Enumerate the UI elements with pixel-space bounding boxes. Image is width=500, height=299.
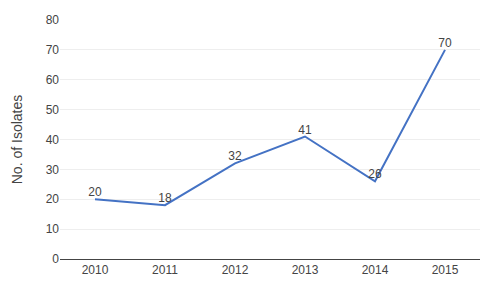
svg-text:30: 30 [46,163,60,177]
svg-text:70: 70 [438,36,452,50]
svg-text:2011: 2011 [152,263,178,277]
svg-text:10: 10 [46,222,60,236]
svg-text:2012: 2012 [222,263,249,277]
svg-text:50: 50 [46,103,60,117]
svg-text:18: 18 [158,191,172,205]
svg-text:60: 60 [46,73,60,87]
svg-text:2013: 2013 [292,263,319,277]
svg-text:40: 40 [46,133,60,147]
svg-text:0: 0 [52,252,59,266]
svg-text:20: 20 [88,185,102,199]
svg-text:80: 80 [46,13,60,27]
svg-text:32: 32 [228,149,242,163]
svg-text:41: 41 [298,123,312,137]
svg-text:2015: 2015 [432,263,459,277]
svg-text:20: 20 [46,192,60,206]
svg-text:No. of Isolates: No. of Isolates [9,95,25,185]
svg-text:2014: 2014 [362,263,389,277]
svg-text:2010: 2010 [82,263,109,277]
svg-text:70: 70 [46,43,60,57]
svg-text:26: 26 [368,167,382,181]
